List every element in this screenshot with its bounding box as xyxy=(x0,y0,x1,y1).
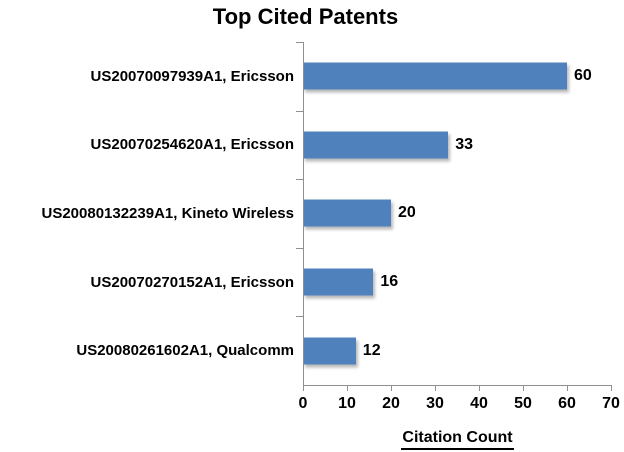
x-axis-tick xyxy=(390,386,392,391)
y-axis-tick xyxy=(296,110,303,112)
x-axis-tick xyxy=(566,386,568,391)
y-axis-tick xyxy=(296,179,303,181)
bar-zone: 33 xyxy=(303,111,624,180)
chart-row: US20070254620A1, Ericsson 33 xyxy=(0,111,624,180)
bar xyxy=(303,337,356,365)
bar xyxy=(303,268,374,296)
bar-value-label: 16 xyxy=(380,273,399,291)
bar-value-label: 33 xyxy=(455,135,473,153)
x-axis-tick-label: 0 xyxy=(298,395,308,412)
x-axis-tick xyxy=(434,386,436,391)
x-axis-tick-label: 70 xyxy=(602,395,620,412)
x-axis-tick-label: 10 xyxy=(338,395,356,412)
bar-zone: 60 xyxy=(303,42,624,111)
category-label: US20070254620A1, Ericsson xyxy=(90,136,294,154)
x-axis-tick xyxy=(522,386,524,391)
chart-row: US20080132239A1, Kineto Wireless 20 xyxy=(0,179,624,248)
x-axis-tick xyxy=(478,386,480,391)
category-label: US20070097939A1, Ericsson xyxy=(90,67,294,85)
category-label: US20070270152A1, Ericsson xyxy=(90,273,294,291)
bar xyxy=(303,131,449,159)
bar-rows: US20070097939A1, Ericsson 60 US20070254620… xyxy=(0,42,624,385)
bar-zone: 12 xyxy=(303,316,624,385)
x-axis-tick xyxy=(346,386,348,391)
chart-row: US20070097939A1, Ericsson 60 xyxy=(0,42,624,111)
chart-row: US20070270152A1, Ericsson 16 xyxy=(0,248,624,317)
x-axis-tick-label: 40 xyxy=(470,395,488,412)
y-axis-tick xyxy=(296,42,303,43)
x-axis-label-wrap: Citation Count xyxy=(303,429,612,450)
bar-value-label: 12 xyxy=(362,341,381,359)
x-axis-tick-label: 30 xyxy=(426,395,444,412)
x-axis-label: Citation Count xyxy=(401,429,514,450)
plot-area: US20070097939A1, Ericsson 60 US20070254620… xyxy=(0,42,624,386)
bar-zone: 16 xyxy=(303,248,624,317)
bar xyxy=(303,199,391,227)
category-label: US20080261602A1, Qualcomm xyxy=(76,342,294,360)
x-axis-tick-label: 20 xyxy=(382,395,400,412)
x-axis-tick-label: 60 xyxy=(558,395,576,412)
chart-row: US20080261602A1, Qualcomm 12 xyxy=(0,316,624,385)
y-axis-line xyxy=(303,42,304,386)
y-axis-tick xyxy=(296,316,303,318)
bar xyxy=(303,62,567,90)
chart-title: Top Cited Patents xyxy=(212,4,399,29)
x-axis-tick xyxy=(610,386,612,391)
x-axis-tick-label: 50 xyxy=(514,395,532,412)
x-axis-line: 0 10 20 30 40 50 60 70 xyxy=(299,385,620,420)
category-label: US20080132239A1, Kineto Wireless xyxy=(41,204,294,222)
bar-value-label: 20 xyxy=(398,204,416,222)
bar-zone: 20 xyxy=(303,179,624,248)
x-axis-tick xyxy=(302,386,304,391)
bar-value-label: 60 xyxy=(574,67,592,85)
y-axis-tick xyxy=(296,247,303,249)
